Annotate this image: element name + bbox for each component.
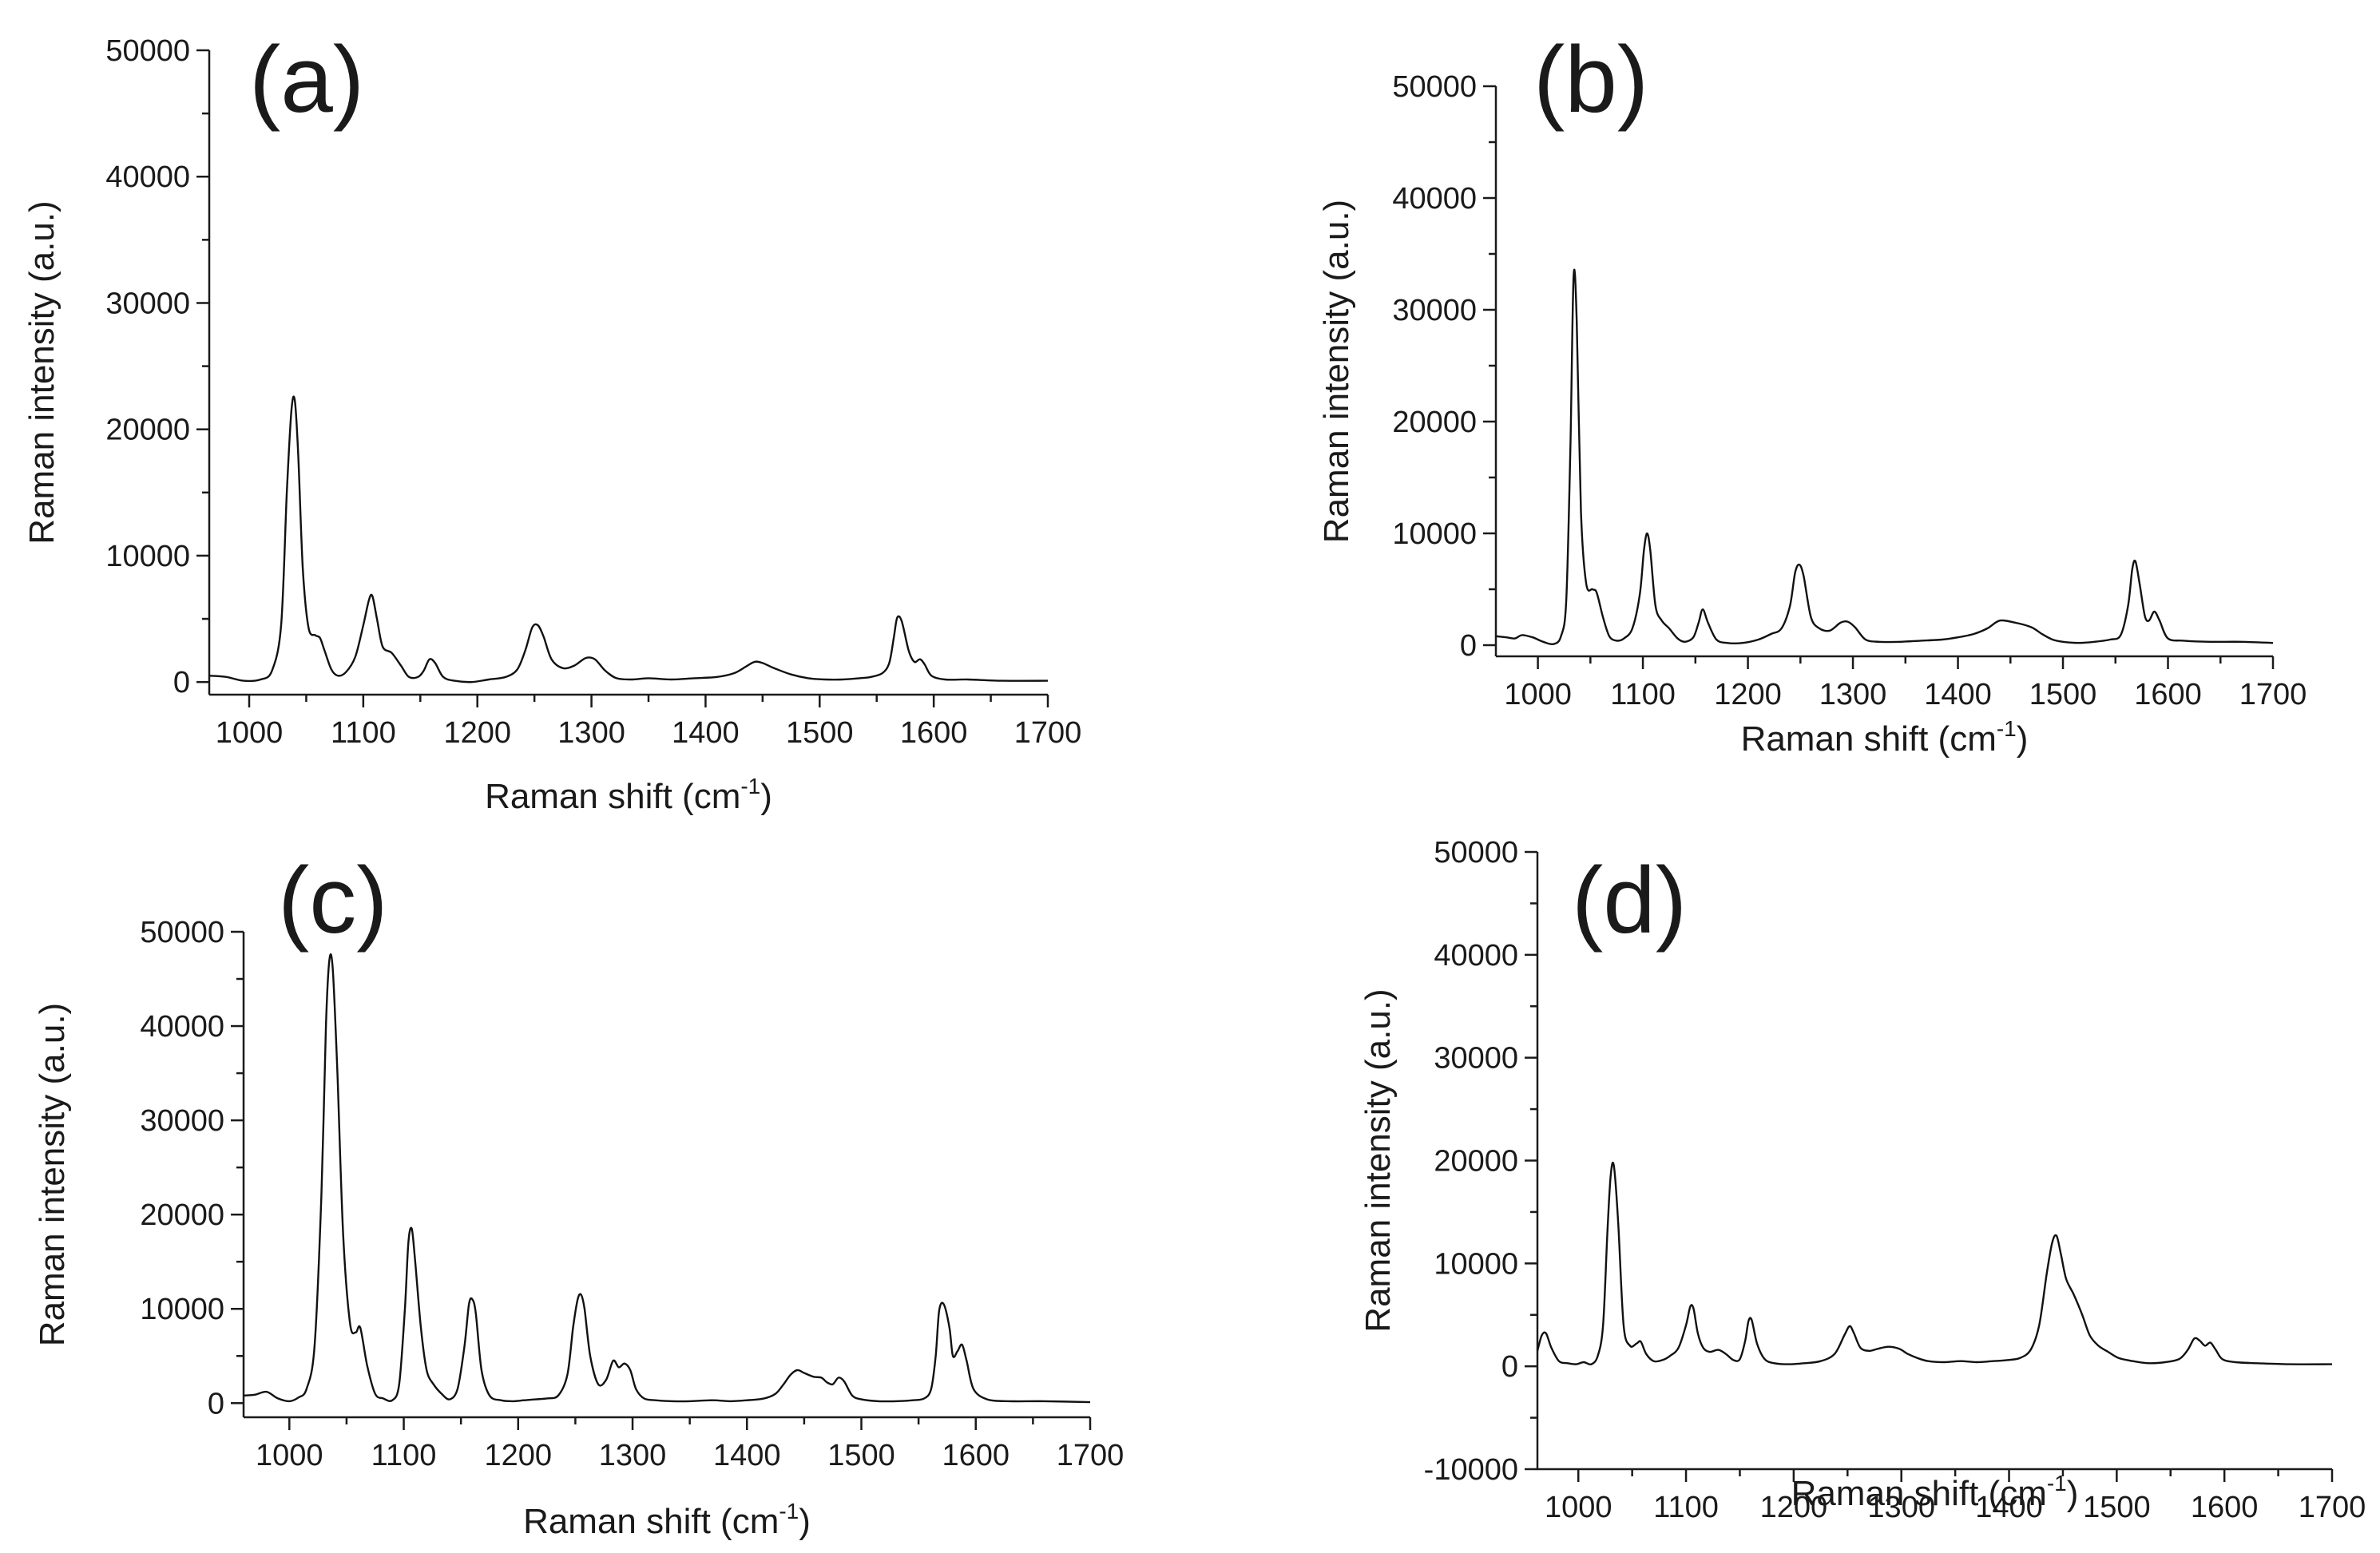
x-tick-label: 1000 <box>1504 678 1572 711</box>
panel-label: (b) <box>1533 27 1648 133</box>
y-tick-label: 30000 <box>140 1104 224 1138</box>
y-tick-label: 50000 <box>1434 836 1518 870</box>
y-tick-label: 20000 <box>1434 1145 1518 1179</box>
x-tick-label: 1100 <box>1653 1491 1719 1524</box>
series-line-b <box>1495 268 2274 646</box>
x-axis-title-close: ) <box>2017 719 2029 759</box>
x-axis-title-main: Raman shift (cm <box>523 1502 779 1541</box>
y-tick-label: 40000 <box>1434 939 1518 973</box>
x-tick-label: 1300 <box>1819 678 1887 711</box>
x-tick-label: 1700 <box>2299 1491 2366 1524</box>
x-tick-label: 1400 <box>1975 1491 2043 1524</box>
y-tick-label: 30000 <box>105 287 190 320</box>
y-tick-label: 10000 <box>140 1293 224 1326</box>
x-tick-label: 1500 <box>786 716 854 750</box>
chart-panel-d: -10000 0 10000 20000 30000 40000 50000 1000 1100… <box>1359 836 2366 1524</box>
x-tick-label: 1600 <box>2134 678 2202 711</box>
x-axis-title-main: Raman shift (cm <box>485 777 740 816</box>
x-tick-label: 1400 <box>1924 678 1992 711</box>
series-line-c <box>243 953 1091 1404</box>
x-tick-label: 1300 <box>599 1439 667 1472</box>
x-tick-label: 1600 <box>942 1439 1010 1472</box>
x-tick-label: 1700 <box>1057 1439 1125 1472</box>
y-tick-label: 50000 <box>140 916 224 949</box>
x-axis-title-superscript: -1 <box>779 1499 799 1523</box>
x-tick-label: 1300 <box>1867 1491 1935 1524</box>
y-axis-title: Raman intensity (a.u.) <box>33 1003 72 1346</box>
y-tick-label: 30000 <box>1434 1042 1518 1076</box>
x-tick-label: 1400 <box>713 1439 781 1472</box>
y-tick-label: 20000 <box>140 1198 224 1232</box>
x-tick-label: 1000 <box>1545 1491 1612 1524</box>
x-tick-label: 1500 <box>827 1439 895 1472</box>
x-axis-title-superscript: -1 <box>1997 716 2017 741</box>
y-tick-label: 10000 <box>1434 1247 1518 1281</box>
panel-label: (c) <box>278 848 388 953</box>
x-tick-label: 1300 <box>557 716 625 750</box>
panel-label: (d) <box>1572 848 1687 953</box>
y-axis-title: Raman intensity (a.u.) <box>1359 988 1398 1332</box>
y-tick-label: 40000 <box>140 1010 224 1044</box>
y-tick-label: 0 <box>173 666 190 699</box>
panel-label: (a) <box>249 27 364 133</box>
y-tick-label: 0 <box>208 1387 224 1420</box>
chart-panel-a: 0 10000 20000 30000 40000 50000 1000 1100 1200 13… <box>22 27 1081 816</box>
x-tick-label: 1000 <box>216 716 284 750</box>
series-line-d <box>1536 1161 2333 1366</box>
y-tick-label: 50000 <box>105 34 190 68</box>
x-axis-title-main: Raman shift (cm <box>1791 1474 2047 1513</box>
x-tick-label: 1100 <box>1610 678 1676 711</box>
x-tick-label: 1200 <box>1714 678 1782 711</box>
y-tick-label: 50000 <box>1392 70 1477 104</box>
x-tick-label: 1200 <box>485 1439 553 1472</box>
chart-panel-c: 0 10000 20000 30000 40000 50000 1000 1100 1200 13… <box>33 848 1124 1541</box>
x-tick-label: 1500 <box>2029 678 2097 711</box>
x-tick-label: 1100 <box>371 1439 437 1472</box>
x-axis-title-close: ) <box>760 777 772 816</box>
x-tick-label: 1600 <box>900 716 968 750</box>
y-tick-label: 30000 <box>1392 294 1477 327</box>
y-tick-label: 20000 <box>105 414 190 447</box>
y-tick-label: 40000 <box>1392 182 1477 216</box>
series-line-a <box>208 395 1049 683</box>
y-tick-label: 0 <box>1501 1350 1518 1384</box>
x-tick-label: 1600 <box>2191 1491 2259 1524</box>
x-tick-label: 1200 <box>1760 1491 1828 1524</box>
y-axis-title: Raman intensity (a.u.) <box>22 200 61 544</box>
x-axis-title-close: ) <box>2067 1474 2079 1513</box>
x-tick-label: 1100 <box>331 716 396 750</box>
x-tick-label: 1700 <box>2239 678 2307 711</box>
y-tick-label: 10000 <box>105 540 190 573</box>
x-axis-title-superscript: -1 <box>2047 1471 2067 1496</box>
y-tick-label: 20000 <box>1392 406 1477 439</box>
x-axis-title-close: ) <box>799 1502 811 1541</box>
x-axis-title: Raman shift (cm-1) <box>485 774 772 816</box>
x-tick-label: 1700 <box>1014 716 1082 750</box>
y-tick-label: 0 <box>1460 629 1477 663</box>
x-axis-title: Raman shift (cm-1) <box>1741 716 2029 759</box>
x-axis-title: Raman shift (cm-1) <box>523 1499 811 1541</box>
x-axis-title-main: Raman shift (cm <box>1741 719 1997 759</box>
y-tick-label: 10000 <box>1392 517 1477 551</box>
x-axis-title: Raman shift (cm-1) <box>1791 1471 2079 1513</box>
x-axis-title-superscript: -1 <box>740 774 760 798</box>
chart-panel-b: 0 10000 20000 30000 40000 50000 1000 1100 1200 13… <box>1317 27 2307 759</box>
x-tick-label: 1400 <box>672 716 740 750</box>
x-tick-label: 1000 <box>256 1439 323 1472</box>
x-tick-label: 1200 <box>443 716 511 750</box>
y-tick-label: -10000 <box>1424 1453 1518 1487</box>
x-tick-label: 1500 <box>2083 1491 2151 1524</box>
y-axis-title: Raman intensity (a.u.) <box>1317 200 1356 543</box>
y-tick-label: 40000 <box>105 160 190 194</box>
